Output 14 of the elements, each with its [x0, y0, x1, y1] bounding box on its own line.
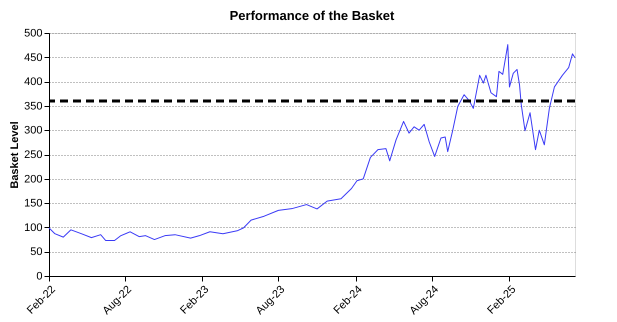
y-tick-label: 100 — [24, 222, 42, 234]
y-tick-label: 250 — [24, 149, 42, 161]
y-tick-label: 150 — [24, 198, 42, 210]
y-tick-label: 200 — [24, 173, 42, 186]
y-tick-label: 350 — [24, 100, 42, 112]
y-tick-label: 0 — [36, 270, 42, 282]
y-tick-label: 500 — [24, 28, 42, 40]
chart-title: Performance of the Basket — [230, 8, 396, 23]
y-tick-label: 50 — [30, 246, 42, 258]
y-tick-label: 450 — [24, 52, 42, 64]
y-tick-label: 400 — [24, 76, 42, 88]
line-series — [48, 44, 576, 242]
y-tick-label: 300 — [24, 124, 42, 137]
y-axis-title: Basket Level — [9, 121, 22, 189]
